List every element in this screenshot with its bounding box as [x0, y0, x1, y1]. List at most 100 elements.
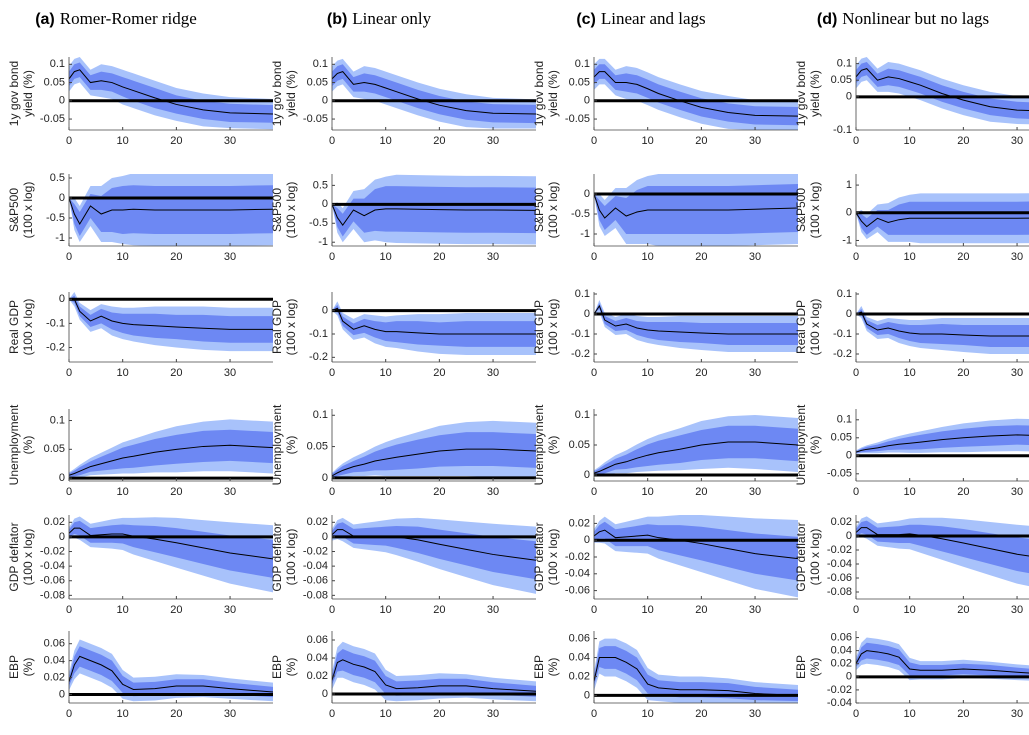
panel — [69, 57, 273, 130]
y-axis-label: (100 x log) — [808, 529, 822, 586]
y-tick-label: 1 — [846, 179, 852, 191]
x-tick-label: 20 — [957, 251, 969, 263]
x-tick-label: 0 — [329, 135, 335, 147]
y-axis-label: yield (%) — [808, 70, 822, 117]
panel — [594, 515, 798, 598]
x-tick-label: 0 — [591, 367, 597, 379]
y-tick-label: 0.04 — [44, 655, 65, 667]
median-line — [332, 204, 536, 227]
y-axis-label: 1y gov bond — [532, 61, 546, 126]
panel-label: (b) — [327, 11, 347, 28]
inner-band — [69, 646, 273, 698]
y-tick-label: 0.1 — [50, 58, 65, 70]
y-tick-label: 0 — [584, 689, 590, 701]
x-tick-label: 10 — [904, 486, 916, 498]
y-axis-label: (%) — [284, 658, 298, 677]
y-tick-label: 0.05 — [569, 76, 590, 88]
x-tick-label: 30 — [224, 367, 236, 379]
y-tick-label: 0.06 — [831, 631, 852, 643]
median-line — [332, 448, 536, 477]
column-title: (c) Linear and lags — [576, 9, 705, 28]
y-tick-label: 0.1 — [313, 409, 328, 421]
panel — [332, 174, 536, 245]
median-line — [69, 69, 273, 115]
y-tick-label: 0.1 — [575, 58, 590, 70]
median-line — [69, 527, 273, 560]
y-tick-label: 0.1 — [313, 58, 328, 70]
x-tick-label: 30 — [1011, 604, 1023, 616]
panel — [856, 193, 1029, 244]
y-axis-label: (100 x log) — [808, 182, 822, 239]
x-tick-label: 20 — [695, 486, 707, 498]
panel — [332, 58, 536, 129]
x-tick-label: 10 — [380, 135, 392, 147]
y-tick-label: -0.04 — [40, 560, 65, 572]
median-line — [594, 529, 798, 560]
inner-band — [856, 309, 1029, 347]
x-tick-label: 20 — [433, 135, 445, 147]
panel — [856, 516, 1029, 587]
y-tick-label: 0.02 — [831, 516, 852, 528]
x-tick-label: 0 — [853, 135, 859, 147]
y-tick-label: -0.2 — [46, 341, 65, 353]
y-tick-label: -0.02 — [827, 544, 852, 556]
x-tick-label: 0 — [853, 486, 859, 498]
y-tick-label: 0.05 — [831, 74, 852, 86]
median-line — [69, 655, 273, 693]
y-axis-label: (100 x log) — [21, 299, 35, 356]
x-tick-label: 30 — [1011, 486, 1023, 498]
y-axis-label: GDP deflator — [270, 522, 284, 591]
y-tick-label: 0.1 — [837, 58, 852, 70]
panel — [856, 637, 1029, 681]
y-tick-label: 0.02 — [44, 671, 65, 683]
panel-label: (c) — [576, 11, 596, 28]
y-tick-label: 0.04 — [831, 645, 852, 657]
y-tick-label: 0 — [584, 188, 590, 200]
inner-band — [69, 295, 273, 343]
median-line — [594, 71, 798, 117]
y-tick-label: 0.1 — [575, 288, 590, 300]
y-axis-label: (100 x log) — [21, 529, 35, 586]
y-tick-label: 0 — [59, 531, 65, 543]
y-tick-label: 0.02 — [44, 516, 65, 528]
y-tick-label: 0.02 — [307, 670, 328, 682]
x-tick-label: 10 — [904, 708, 916, 720]
y-tick-label: -0.02 — [827, 684, 852, 696]
y-tick-label: 0.05 — [307, 440, 328, 452]
y-axis-label: yield (%) — [284, 70, 298, 117]
column-title: (d) Nonlinear but no lags — [817, 9, 989, 28]
y-tick-label: 0.04 — [307, 652, 328, 664]
panel — [332, 420, 536, 480]
x-tick-label: 20 — [957, 486, 969, 498]
x-tick-label: 20 — [170, 486, 182, 498]
y-tick-label: -0.05 — [565, 113, 590, 125]
y-axis-label: 1y gov bond — [270, 61, 284, 126]
panel — [332, 641, 536, 702]
y-tick-label: 0.06 — [44, 638, 65, 650]
y-tick-label: -0.2 — [571, 348, 590, 360]
x-tick-label: 0 — [591, 486, 597, 498]
panel — [69, 419, 273, 480]
median-line — [69, 298, 273, 330]
x-tick-label: 0 — [591, 708, 597, 720]
y-axis-label: (%) — [21, 436, 35, 455]
x-tick-label: 20 — [170, 708, 182, 720]
x-tick-label: 30 — [487, 251, 499, 263]
x-tick-label: 30 — [749, 486, 761, 498]
inner-band — [594, 521, 798, 581]
y-tick-label: 0 — [322, 688, 328, 700]
x-tick-label: 10 — [642, 486, 654, 498]
y-tick-label: -0.1 — [833, 124, 852, 136]
y-tick-label: 0 — [322, 531, 328, 543]
y-tick-label: 0.02 — [569, 670, 590, 682]
x-tick-label: 20 — [957, 708, 969, 720]
x-tick-label: 20 — [957, 367, 969, 379]
y-tick-label: -0.02 — [303, 545, 328, 557]
y-tick-label: -0.04 — [565, 568, 590, 580]
x-tick-label: 30 — [487, 486, 499, 498]
x-tick-label: 30 — [1011, 135, 1023, 147]
x-tick-label: 30 — [749, 604, 761, 616]
y-tick-label: -0.02 — [40, 545, 65, 557]
y-tick-label: 0.02 — [307, 516, 328, 528]
column-title: (b) Linear only — [327, 9, 432, 28]
